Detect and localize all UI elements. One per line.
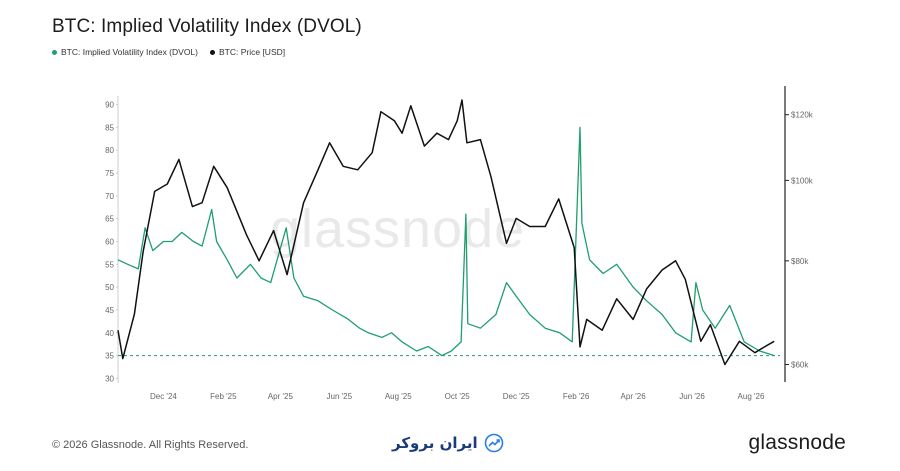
glassnode-logo: glassnode: [748, 431, 846, 454]
y-left-tick-label: 50: [105, 283, 114, 292]
broker-logo-text: ایران بروکر: [392, 434, 478, 452]
y-left-tick-label: 80: [105, 146, 114, 155]
y-left-tick-label: 45: [105, 306, 114, 315]
y-left-tick-label: 30: [105, 374, 114, 383]
x-tick-label: Jun '26: [679, 392, 705, 401]
y-left-tick-label: 85: [105, 123, 114, 132]
x-tick-label: Aug '25: [385, 392, 412, 401]
legend-label-price: BTC: Price [USD]: [219, 47, 286, 57]
y-left-tick-label: 75: [105, 169, 114, 178]
copyright-text: © 2026 Glassnode. All Rights Reserved.: [52, 439, 249, 451]
y-right-tick-label: $100k: [791, 176, 814, 185]
y-left-tick-label: 90: [105, 101, 114, 110]
x-tick-label: Jun '25: [327, 392, 353, 401]
chart-legend: BTC: Implied Volatility Index (DVOL) BTC…: [52, 47, 285, 57]
legend-item-price[interactable]: BTC: Price [USD]: [210, 47, 285, 57]
legend-label-dvol: BTC: Implied Volatility Index (DVOL): [61, 47, 198, 57]
x-tick-label: Dec '25: [503, 392, 530, 401]
x-tick-label: Oct '25: [445, 392, 471, 401]
y-right-tick-label: $80k: [791, 257, 809, 266]
x-tick-label: Feb '26: [563, 392, 590, 401]
trend-arrow-icon: [484, 433, 503, 453]
y-left-tick-label: 40: [105, 329, 114, 338]
x-tick-label: Aug '26: [738, 392, 765, 401]
legend-item-dvol[interactable]: BTC: Implied Volatility Index (DVOL): [52, 47, 198, 57]
chart-axes: 30 35 40 45 50 55 60 65 70 75 80 85 90 $60k $80k $100k $…: [105, 86, 814, 401]
y-left-tick-label: 60: [105, 238, 114, 247]
y-left-tick-label: 35: [105, 352, 114, 361]
y-left-tick-label: 55: [105, 260, 114, 269]
series-line-price: [117, 99, 775, 366]
watermark: glassnode: [270, 199, 526, 259]
y-left-tick-label: 65: [105, 215, 114, 224]
x-tick-label: Apr '25: [268, 392, 294, 401]
chart-series: [117, 99, 775, 366]
page-title: BTC: Implied Volatility Index (DVOL): [52, 16, 362, 37]
legend-dot-dvol-icon: [52, 49, 57, 55]
x-tick-label: Apr '26: [621, 392, 647, 401]
y-right-tick-label: $60k: [791, 361, 809, 370]
legend-dot-price-icon: [210, 49, 215, 55]
x-tick-label: Feb '25: [210, 392, 237, 401]
y-right-tick-label: $120k: [791, 111, 814, 120]
series-line-dvol: [117, 126, 775, 357]
broker-logo: ایران بروکر: [392, 433, 504, 453]
x-tick-label: Dec '24: [150, 392, 177, 401]
y-left-tick-label: 70: [105, 192, 114, 201]
